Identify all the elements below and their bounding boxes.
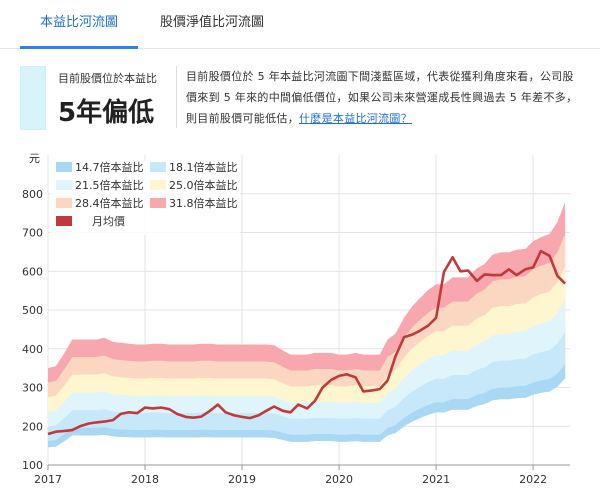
y-tick-label: 200 xyxy=(22,420,43,433)
legend-swatch xyxy=(150,180,166,190)
y-tick-label: 800 xyxy=(22,188,43,201)
y-tick-label: 600 xyxy=(22,265,43,278)
x-tick-label: 2017 xyxy=(34,473,62,486)
summary-value: 5年偏低 xyxy=(58,98,155,128)
summary-label: 目前股價位於本益比 xyxy=(58,72,157,85)
valuation-summary: 目前股價位於本益比 5年偏低 目前股價位於 5 年本益比河流圖下間淺藍區域，代表… xyxy=(20,66,580,134)
summary-divider xyxy=(176,66,177,128)
x-axis: 2017 2018 2019 2020 2021 2022 xyxy=(34,464,570,486)
y-tick-label: 100 xyxy=(22,459,43,472)
status-color-swatch xyxy=(20,66,46,130)
y-axis: 100 200 300 400 500 600 700 800 xyxy=(22,188,43,472)
river-band-1 xyxy=(48,364,566,448)
chart-legend: 14.7倍本益比 18.1倍本益比 21.5倍本益比 25.0倍本益比 28.4倍本益比… xyxy=(50,160,240,235)
legend-label: 14.7倍本益比 xyxy=(75,160,144,174)
summary-description: 目前股價位於 5 年本益比河流圖下間淺藍區域，代表從獲利角度來看，公司股價來到 … xyxy=(186,66,582,129)
legend-label: 25.0倍本益比 xyxy=(169,178,238,192)
legend-background xyxy=(50,161,240,235)
monthly-price-line xyxy=(47,249,567,436)
y-tick-label: 500 xyxy=(22,304,43,317)
river-band-2 xyxy=(48,332,566,448)
tab-pb-river-label: 股價淨值比河流圖 xyxy=(160,15,265,30)
tab-pb-river[interactable]: 股價淨值比河流圖 xyxy=(160,0,280,48)
legend-swatch xyxy=(56,180,72,190)
tab-bar: 本益比河流圖 股價淨值比河流圖 xyxy=(0,0,600,49)
x-tick-label: 2019 xyxy=(228,473,256,486)
legend-swatch xyxy=(56,198,72,208)
pe-river-chart: 100 200 300 400 500 600 700 800 2017 2018 2019 202… xyxy=(22,152,570,486)
tab-pe-river[interactable]: 本益比河流圖 xyxy=(20,0,138,49)
x-tick-label: 2022 xyxy=(519,473,547,486)
active-tab-indicator xyxy=(20,46,138,49)
y-axis-unit-label: 元 xyxy=(29,152,40,165)
legend-swatch xyxy=(150,162,166,172)
x-tick-label: 2020 xyxy=(325,473,353,486)
tab-pe-river-label: 本益比河流圖 xyxy=(39,15,118,30)
legend-swatch-price xyxy=(56,216,72,226)
y-tick-label: 700 xyxy=(22,227,43,240)
legend-swatch xyxy=(150,198,166,208)
description-text: 目前股價位於 5 年本益比河流圖下間淺藍區域，代表從獲利角度來看，公司股價來到 … xyxy=(186,70,578,125)
x-tick-label: 2021 xyxy=(422,473,450,486)
legend-label: 31.8倍本益比 xyxy=(169,196,238,210)
legend-label: 28.4倍本益比 xyxy=(75,196,144,210)
y-tick-label: 300 xyxy=(22,382,43,395)
x-tick-label: 2018 xyxy=(131,473,159,486)
river-bands xyxy=(48,202,566,448)
y-tick-label: 400 xyxy=(22,343,43,356)
pe-river-help-link[interactable]: 什麼是本益比河流圖？ xyxy=(299,112,412,125)
legend-label: 18.1倍本益比 xyxy=(169,160,238,174)
legend-label-price: 月均價 xyxy=(92,214,125,228)
legend-label: 21.5倍本益比 xyxy=(75,178,144,192)
price-line-group xyxy=(47,249,567,436)
legend-swatch xyxy=(56,162,72,172)
